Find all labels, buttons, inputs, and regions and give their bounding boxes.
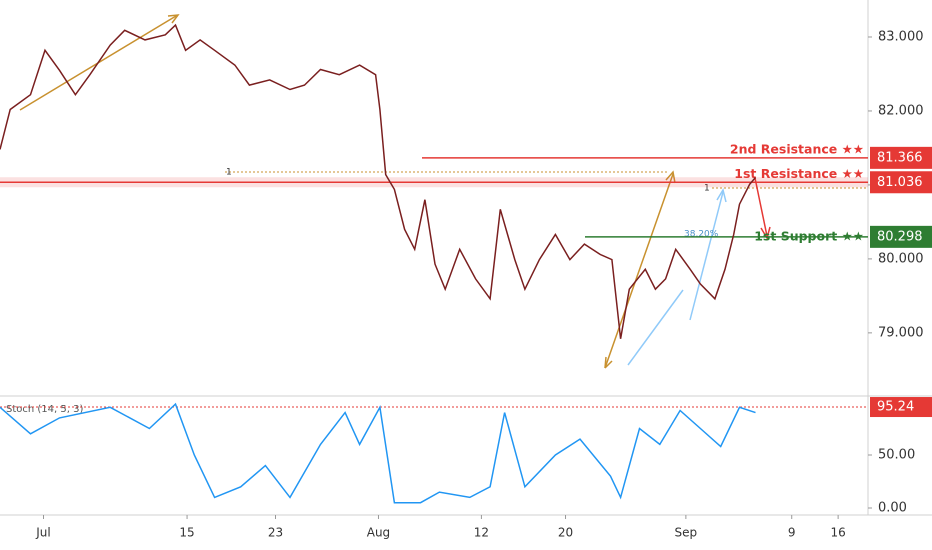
- fib-label: 1: [226, 168, 232, 178]
- trend-arrow: [627, 289, 684, 366]
- x-tick-label: Aug: [367, 526, 390, 540]
- level-label: 1st Support ★★: [754, 228, 864, 243]
- series-line: [0, 402, 756, 504]
- trend-arrow: [604, 173, 674, 369]
- x-tick-label: 23: [268, 526, 283, 540]
- x-tick-label: 20: [558, 526, 573, 540]
- price-tag-label: 95.24: [877, 400, 914, 415]
- fib-label: 38.20%: [684, 230, 719, 240]
- y-tick-label: 80.000: [878, 251, 924, 266]
- x-tick-label: Sep: [675, 526, 698, 540]
- x-tick-label: 16: [830, 526, 845, 540]
- level-label: 1st Resistance ★★: [734, 166, 864, 181]
- arrow-head: [665, 170, 676, 184]
- y-tick-label: 0.00: [878, 501, 907, 516]
- arrow-head: [760, 226, 771, 240]
- trend-arrow: [754, 177, 768, 237]
- indicator-title: Stoch (14, 5, 3): [6, 404, 83, 415]
- price-tag: [870, 225, 932, 248]
- level-label: 2nd Resistance ★★: [730, 141, 864, 156]
- y-tick-label: 82.000: [878, 103, 924, 118]
- y-tick-label: 50.00: [878, 447, 915, 462]
- price-tag: [870, 146, 932, 169]
- x-tick-label: Jul: [35, 526, 50, 540]
- x-tick-label: 15: [179, 526, 194, 540]
- price-tag: [870, 171, 932, 194]
- arrow-head: [167, 14, 180, 24]
- price-tag-label: 80.298: [877, 229, 923, 244]
- y-tick-label: 83.000: [878, 29, 924, 44]
- price-tag-label: 81.366: [877, 150, 923, 165]
- series-line: [0, 23, 757, 339]
- trend-arrow: [689, 191, 724, 321]
- x-tick-label: 9: [788, 526, 796, 540]
- arrow-head: [716, 188, 727, 203]
- price-tag: [870, 397, 932, 418]
- arrow-head: [604, 356, 613, 369]
- price-tag-label: 81.036: [877, 175, 923, 190]
- x-tick-label: 12: [474, 526, 489, 540]
- fib-label: 1: [704, 184, 710, 194]
- y-tick-label: 79.000: [878, 325, 924, 340]
